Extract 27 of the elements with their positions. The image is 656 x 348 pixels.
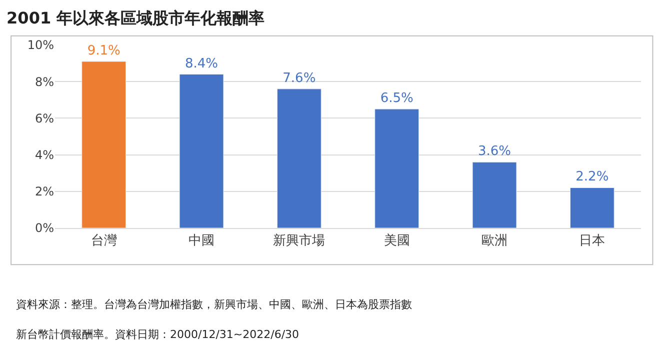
bar [374, 108, 420, 228]
chart-title: 2001 年以來各區域股市年化報酬率 [6, 8, 265, 28]
y-tick-label: 2% [34, 184, 54, 199]
bar [276, 88, 322, 228]
y-tick-label: 4% [34, 148, 54, 162]
data-label: 2.2% [576, 170, 609, 185]
y-tick-label: 6% [34, 111, 54, 126]
x-tick-label: 中國 [188, 234, 214, 249]
x-tick-label: 台灣 [90, 234, 117, 249]
bar [179, 74, 224, 228]
data-label: 9.1% [87, 43, 120, 58]
x-tick-label: 歐洲 [482, 234, 508, 249]
x-tick-label: 新興市場 [273, 234, 326, 249]
bar [82, 61, 126, 228]
data-label: 7.6% [282, 70, 316, 86]
bar [472, 162, 517, 228]
bar [570, 187, 614, 228]
x-tick-label: 日本 [579, 234, 606, 249]
data-label: 6.5% [380, 91, 414, 106]
text: 新台幣計價報酬率。資料日期：2000/12/31~2022/6/30 [16, 328, 300, 341]
data-label: 3.6% [478, 144, 512, 160]
source-note: 資料來源：整理。台灣為台灣加權指數，新興市場、中國、歐洲、日本為股票指數 [16, 298, 412, 311]
data-label: 8.4% [184, 56, 218, 72]
x-tick-label: 美國 [384, 232, 410, 249]
y-tick-label: 8% [34, 74, 54, 89]
y-tick-label: 0% [34, 221, 54, 236]
y-tick-label: 10% [27, 38, 54, 52]
